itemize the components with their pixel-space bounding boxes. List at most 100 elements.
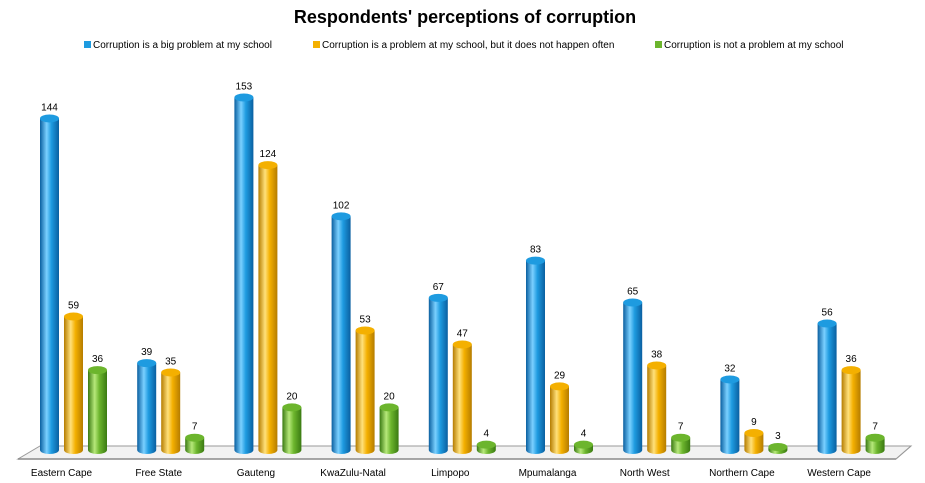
bar-western-cape-not-often	[841, 366, 861, 454]
bar-body	[258, 165, 278, 454]
bar-body	[647, 365, 667, 454]
bar-body	[331, 216, 351, 454]
bar-body	[64, 316, 83, 454]
value-label-north-west-not-often: 38	[651, 349, 663, 360]
bar-kwazulu-natal-big-problem	[331, 212, 351, 454]
value-labels: 1445936393571531242010253206747483294653…	[41, 82, 878, 443]
bar-limpopo-not-a-problem	[476, 440, 496, 454]
bar-cap	[234, 93, 254, 102]
value-label-gauteng-not-a-problem: 20	[286, 391, 298, 402]
bar-body	[865, 437, 885, 454]
bar-free-state-not-a-problem	[185, 433, 205, 454]
bar-body	[185, 437, 205, 454]
legend-item-not-a-problem: Corruption is not a problem at my school	[655, 40, 844, 51]
value-label-eastern-cape-not-often: 59	[68, 301, 80, 312]
bar-cap	[331, 212, 351, 221]
bar-body	[282, 407, 302, 454]
legend-swatch-big-problem	[84, 41, 91, 48]
bar-free-state-not-often	[161, 368, 181, 454]
bar-cap	[817, 319, 837, 328]
value-label-northern-cape-big-problem: 32	[724, 363, 736, 374]
bar-gauteng-not-often	[258, 161, 278, 454]
bar-cap	[550, 382, 569, 391]
bar-north-west-big-problem	[623, 298, 643, 454]
value-label-limpopo-not-a-problem: 4	[484, 429, 490, 440]
bar-cap	[88, 366, 107, 375]
bar-body	[452, 344, 472, 454]
category-label-free-state: Free State	[135, 468, 182, 479]
category-label-northern-cape: Northern Cape	[709, 468, 775, 479]
bar-limpopo-not-often	[452, 340, 472, 454]
bar-cap	[647, 361, 667, 370]
bar-western-cape-big-problem	[817, 319, 837, 454]
value-label-free-state-big-problem: 39	[141, 347, 153, 358]
category-label-western-cape: Western Cape	[807, 468, 871, 479]
value-label-limpopo-big-problem: 67	[433, 282, 445, 293]
value-label-kwazulu-natal-big-problem: 102	[333, 200, 350, 211]
bar-body	[841, 370, 861, 454]
bar-body	[88, 370, 107, 454]
bar-mpumalanga-not-a-problem	[574, 440, 593, 454]
bar-body	[671, 437, 691, 454]
bar-cap	[161, 368, 181, 377]
bar-body	[40, 118, 59, 454]
bar-body	[379, 407, 399, 454]
bar-cap	[64, 312, 83, 321]
bar-cap	[137, 359, 157, 368]
bar-body	[744, 433, 764, 454]
value-label-kwazulu-natal-not-often: 53	[360, 315, 372, 326]
value-label-western-cape-not-a-problem: 7	[872, 422, 878, 433]
bar-body	[234, 97, 254, 454]
bar-gauteng-not-a-problem	[282, 403, 302, 454]
bar-eastern-cape-not-often	[64, 312, 83, 454]
bar-body	[355, 330, 375, 454]
bar-cap	[768, 443, 788, 452]
bar-cap	[428, 293, 448, 302]
bar-north-west-not-a-problem	[671, 433, 691, 454]
bar-body	[623, 302, 643, 454]
bar-cap	[476, 440, 496, 449]
bar-gauteng-big-problem	[234, 93, 254, 454]
category-labels: Eastern Cape Free State Gauteng KwaZulu-Nat…	[31, 468, 871, 479]
value-label-gauteng-not-often: 124	[260, 149, 277, 160]
value-label-western-cape-not-often: 36	[846, 354, 858, 365]
bar-body	[550, 386, 569, 454]
category-label-north-west: North West	[620, 468, 670, 479]
bar-body	[137, 363, 157, 454]
value-label-mpumalanga-big-problem: 83	[530, 245, 542, 256]
value-label-gauteng-big-problem: 153	[236, 82, 253, 93]
bar-cap	[282, 403, 302, 412]
value-label-kwazulu-natal-not-a-problem: 20	[384, 391, 396, 402]
bar-free-state-big-problem	[137, 359, 157, 454]
value-label-limpopo-not-often: 47	[457, 328, 469, 339]
bar-kwazulu-natal-not-often	[355, 326, 375, 454]
value-label-western-cape-big-problem: 56	[822, 308, 834, 319]
category-label-mpumalanga: Mpumalanga	[519, 468, 577, 479]
bar-cap	[526, 256, 545, 265]
value-label-free-state-not-a-problem: 7	[192, 422, 198, 433]
bar-cap	[744, 429, 764, 438]
value-label-mpumalanga-not-often: 29	[554, 370, 566, 381]
category-label-limpopo: Limpopo	[431, 468, 470, 479]
bar-cap	[258, 161, 278, 170]
legend-item-big-problem: Corruption is a big problem at my school	[84, 40, 272, 51]
bar-limpopo-big-problem	[428, 293, 448, 454]
bars	[40, 93, 885, 454]
bar-cap	[865, 433, 885, 442]
bar-cap	[452, 340, 472, 349]
value-label-north-west-big-problem: 65	[627, 287, 639, 298]
bar-cap	[720, 375, 740, 384]
bar-western-cape-not-a-problem	[865, 433, 885, 454]
legend-label-big-problem: Corruption is a big problem at my school	[93, 40, 272, 51]
bar-mpumalanga-big-problem	[526, 256, 545, 454]
bar-eastern-cape-big-problem	[40, 114, 59, 454]
bar-cap	[623, 298, 643, 307]
bar-eastern-cape-not-a-problem	[88, 366, 107, 454]
bar-body	[720, 379, 740, 454]
floor-right-edge	[895, 445, 912, 460]
bar-cap	[40, 114, 59, 123]
bar-northern-cape-not-a-problem	[768, 443, 788, 454]
value-label-free-state-not-often: 35	[165, 356, 177, 367]
bar-body	[817, 323, 837, 454]
